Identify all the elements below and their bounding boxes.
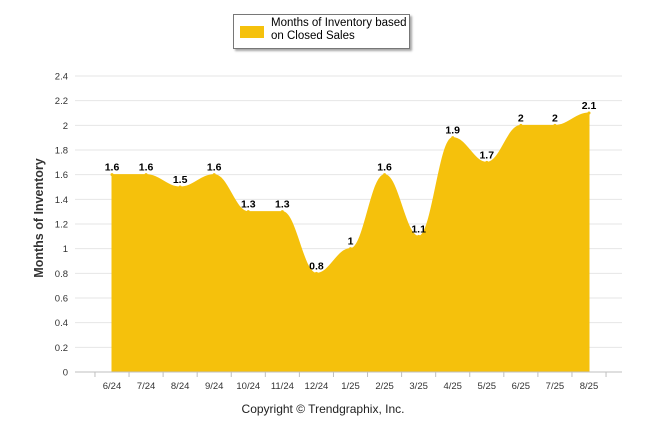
data-label: 1.3 (275, 199, 290, 211)
data-point (451, 136, 455, 140)
data-label: 1.5 (173, 174, 188, 186)
x-tick-label: 5/25 (478, 381, 497, 392)
x-tick-label: 10/24 (236, 381, 260, 392)
x-tick-label: 6/24 (103, 381, 122, 392)
y-tick-label: 1 (63, 244, 68, 255)
data-point (144, 173, 148, 177)
data-point (280, 210, 284, 214)
data-point (587, 111, 591, 115)
y-tick-label: 0.6 (55, 294, 68, 305)
x-tick-label: 6/25 (512, 381, 531, 392)
data-label: 1.6 (377, 162, 392, 174)
y-tick-label: 0.8 (55, 269, 68, 280)
data-point (349, 247, 352, 251)
x-tick-label: 11/24 (271, 381, 294, 392)
data-point (417, 234, 421, 238)
data-label: 2 (552, 112, 558, 124)
data-point (383, 173, 387, 177)
data-point (485, 160, 489, 164)
data-label: 1.1 (411, 223, 426, 235)
y-tick-label: 0.2 (55, 343, 68, 354)
x-tick-label: 4/25 (443, 381, 462, 392)
x-tick-label: 9/24 (205, 381, 224, 392)
x-tick-label: 2/25 (375, 381, 394, 392)
y-tick-labels: 0 0.2 0.4 0.6 0.8 1 1.2 1.4 1.6 1.8 2 2.2 2.4 (55, 72, 68, 379)
data-point (553, 123, 557, 127)
data-label: 0.8 (309, 260, 324, 272)
data-label: 1.6 (105, 162, 120, 174)
y-tick-label: 0.4 (55, 318, 68, 329)
y-tick-label: 1.2 (55, 220, 68, 231)
axes (75, 371, 622, 377)
y-tick-label: 1.4 (55, 195, 68, 206)
copyright-text: Copyright © Trendgraphix, Inc. (241, 402, 405, 416)
legend-swatch (240, 26, 264, 38)
y-axis-title: Months of Inventory (32, 158, 46, 277)
data-point (314, 271, 318, 275)
data-point (519, 123, 523, 127)
y-tick-label: 1.6 (55, 170, 68, 181)
x-tick-label: 7/25 (546, 381, 565, 392)
data-labels: 1.6 1.6 1.5 1.6 1.3 1.3 0.8 1 1.6 1.1 1.9 1.7 2 2 2.1 (105, 100, 597, 272)
y-tick-label: 2.4 (55, 72, 68, 83)
y-tick-label: 2.2 (55, 96, 68, 107)
data-point (110, 173, 114, 177)
x-tick-label: 12/24 (305, 381, 329, 392)
data-point (246, 210, 250, 214)
data-label: 1.6 (207, 162, 222, 174)
x-tick-label: 1/25 (341, 381, 360, 392)
data-point (178, 185, 182, 189)
data-label: 1.7 (479, 149, 494, 161)
data-label: 2 (518, 112, 524, 124)
x-tick-label: 8/25 (580, 381, 599, 392)
y-tick-label: 0 (63, 368, 68, 379)
y-tick-label: 1.8 (55, 146, 68, 157)
x-tick-label: 8/24 (171, 381, 190, 392)
area-series (110, 111, 591, 373)
data-label: 1.3 (241, 199, 256, 211)
x-tick-label: 7/24 (137, 381, 156, 392)
area-fill (111, 112, 590, 373)
data-label: 1 (348, 236, 354, 248)
data-label: 1.6 (139, 162, 154, 174)
legend-label: Months of Inventory based on Closed Sale… (271, 17, 407, 42)
data-point (212, 173, 216, 177)
x-tick-label: 3/25 (409, 381, 428, 392)
data-label: 2.1 (582, 100, 597, 112)
y-tick-label: 2 (63, 121, 68, 132)
data-label: 1.9 (445, 125, 460, 137)
x-tick-labels: 6/24 7/24 8/24 9/24 10/24 11/24 12/24 1/25 2/25 3… (103, 381, 599, 392)
legend[interactable]: Months of Inventory based on Closed Sale… (233, 14, 410, 49)
